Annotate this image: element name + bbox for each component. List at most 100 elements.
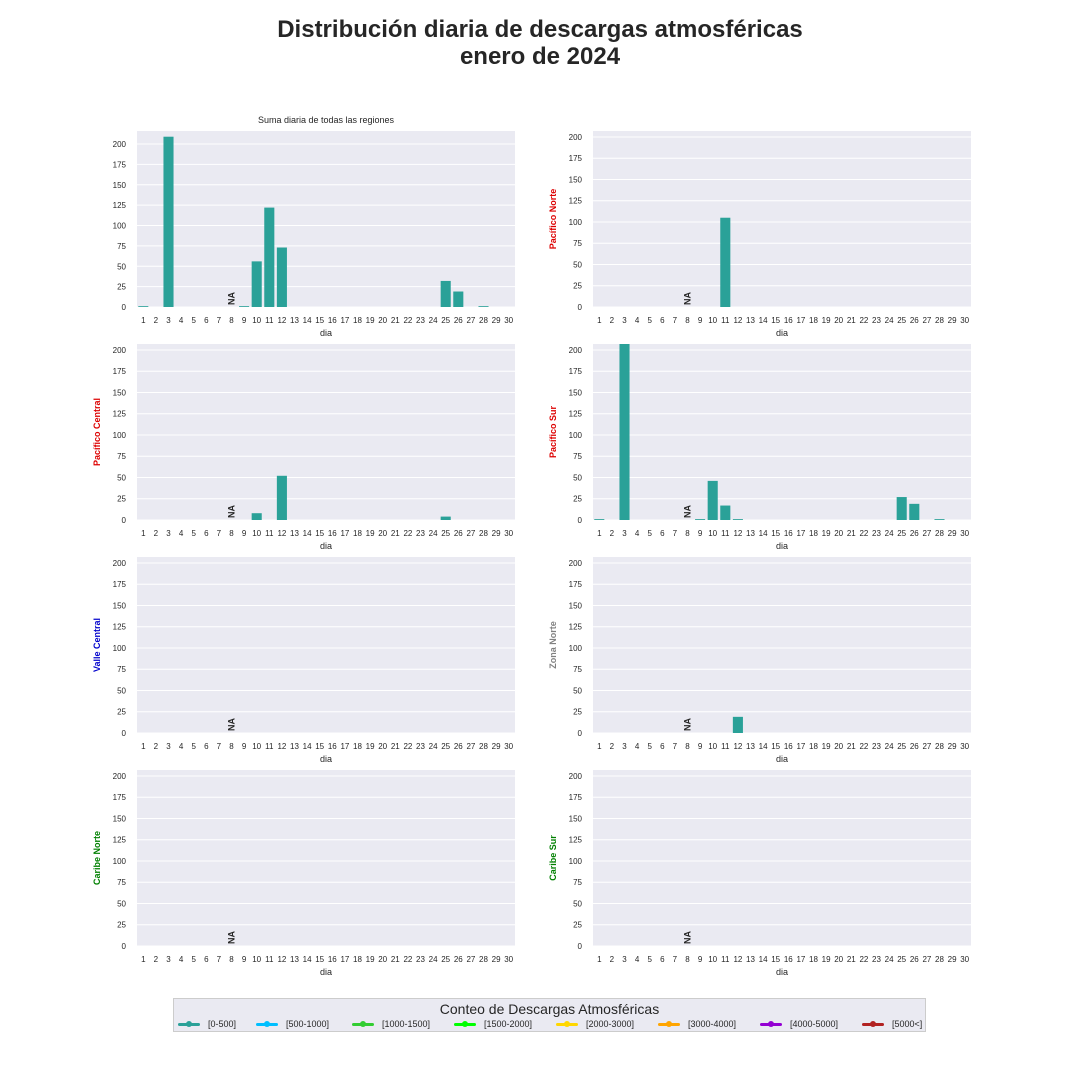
- x-tick-label: 24: [885, 742, 894, 751]
- x-tick-label: 11: [265, 316, 274, 325]
- x-tick-label: 20: [834, 955, 843, 964]
- x-tick-label: 3: [622, 742, 627, 751]
- x-tick-label: 3: [622, 316, 627, 325]
- x-axis-label: dia: [776, 967, 788, 977]
- x-tick-label: 26: [454, 955, 463, 964]
- legend-items: [0-500] [500-1000] [1000-1500] [1500-2000] […: [178, 1019, 923, 1031]
- x-tick-label: 10: [708, 316, 717, 325]
- x-tick-label: 16: [784, 529, 793, 538]
- x-tick-label: 19: [366, 316, 375, 325]
- x-tick-label: 18: [809, 955, 818, 964]
- x-tick-label: 24: [429, 955, 438, 964]
- x-tick-label: 16: [784, 955, 793, 964]
- x-tick-label: 3: [622, 529, 627, 538]
- y-tick-label: 150: [569, 601, 583, 610]
- legend-label: [5000<]: [892, 1019, 923, 1029]
- x-tick-label: 10: [708, 955, 717, 964]
- x-tick-label: 16: [784, 742, 793, 751]
- x-tick-label: 10: [252, 529, 261, 538]
- x-tick-label: 28: [479, 529, 488, 538]
- y-tick-label: 150: [113, 814, 127, 823]
- x-tick-label: 27: [466, 529, 475, 538]
- y-tick-label: 175: [569, 793, 583, 802]
- y-tick-label: 200: [113, 140, 127, 149]
- y-tick-label: 125: [569, 410, 583, 419]
- y-tick-label: 125: [113, 201, 127, 210]
- bar: [440, 280, 451, 307]
- x-tick-label: 13: [746, 529, 755, 538]
- x-tick-label: 7: [217, 742, 222, 751]
- x-tick-label: 23: [416, 742, 425, 751]
- x-tick-label: 7: [217, 529, 222, 538]
- x-tick-label: 5: [191, 529, 196, 538]
- x-tick-label: 6: [660, 529, 665, 538]
- x-tick-label: 2: [610, 955, 615, 964]
- x-tick-label: 24: [885, 955, 894, 964]
- x-tick-label: 10: [708, 529, 717, 538]
- x-tick-label: 4: [179, 529, 184, 538]
- x-tick-label: 14: [759, 529, 768, 538]
- legend-label: [2000-3000]: [586, 1019, 635, 1029]
- x-tick-label: 14: [759, 742, 768, 751]
- x-tick-label: 1: [141, 529, 146, 538]
- x-tick-label: 2: [154, 742, 159, 751]
- x-tick-label: 26: [454, 316, 463, 325]
- y-axis-label: Pacífico Norte: [548, 189, 558, 250]
- y-tick-label: 150: [569, 814, 583, 823]
- legend-swatch-dot: [768, 1021, 774, 1027]
- panel-background: [137, 131, 515, 307]
- bar: [732, 716, 743, 733]
- x-tick-label: 8: [685, 316, 690, 325]
- y-tick-label: 175: [569, 154, 583, 163]
- x-tick-label: 25: [441, 955, 450, 964]
- y-tick-label: 25: [573, 921, 582, 930]
- x-tick-label: 30: [504, 529, 513, 538]
- x-tick-label: 8: [229, 529, 234, 538]
- x-tick-label: 6: [204, 316, 209, 325]
- y-tick-label: 25: [573, 282, 582, 291]
- x-tick-label: 22: [403, 742, 412, 751]
- x-tick-label: 5: [191, 955, 196, 964]
- bar: [239, 306, 250, 307]
- x-tick-label: 28: [935, 316, 944, 325]
- x-tick-label: 27: [922, 529, 931, 538]
- x-tick-label: 17: [796, 742, 805, 751]
- legend-swatch-dot: [264, 1021, 270, 1027]
- x-tick-label: 27: [922, 316, 931, 325]
- x-tick-label: 29: [948, 742, 957, 751]
- y-tick-label: 0: [578, 729, 583, 738]
- y-tick-label: 150: [113, 181, 127, 190]
- y-tick-label: 50: [117, 899, 126, 908]
- y-tick-label: 0: [578, 942, 583, 951]
- y-tick-label: 200: [113, 559, 127, 568]
- bar: [251, 261, 262, 307]
- y-tick-label: 100: [569, 218, 583, 227]
- na-label: NA: [683, 505, 693, 518]
- x-tick-label: 2: [610, 742, 615, 751]
- x-tick-label: 29: [492, 316, 501, 325]
- figure-title-line2: enero de 2024: [459, 43, 621, 70]
- x-tick-label: 29: [948, 529, 957, 538]
- legend-label: [3000-4000]: [688, 1019, 737, 1029]
- x-tick-label: 6: [204, 529, 209, 538]
- x-tick-label: 18: [809, 742, 818, 751]
- x-tick-label: 12: [277, 316, 286, 325]
- legend-swatch-dot: [666, 1021, 672, 1027]
- x-tick-label: 28: [935, 742, 944, 751]
- x-tick-label: 21: [847, 955, 856, 964]
- x-tick-label: 16: [328, 529, 337, 538]
- figure-title-line1: Distribución diaria de descargas atmosfé…: [277, 16, 803, 43]
- y-tick-label: 175: [569, 580, 583, 589]
- x-tick-label: 3: [166, 529, 171, 538]
- x-tick-label: 11: [265, 529, 274, 538]
- x-tick-label: 7: [673, 742, 678, 751]
- x-tick-label: 9: [242, 955, 247, 964]
- x-tick-label: 13: [290, 955, 299, 964]
- x-tick-label: 5: [647, 955, 652, 964]
- x-tick-label: 11: [721, 529, 730, 538]
- x-tick-label: 12: [733, 316, 742, 325]
- x-tick-label: 5: [191, 316, 196, 325]
- x-tick-label: 21: [391, 955, 400, 964]
